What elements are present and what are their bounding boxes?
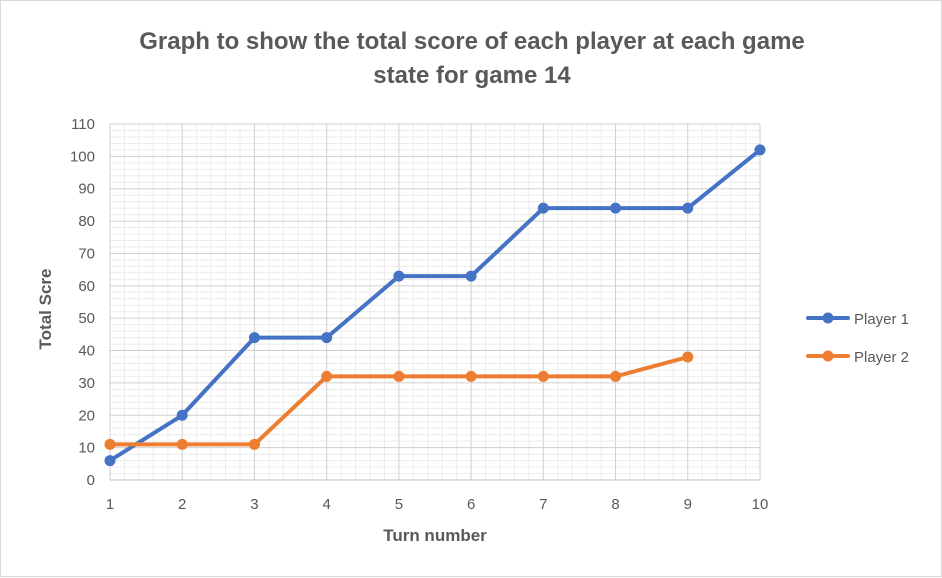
y-tick-label: 40 xyxy=(78,343,95,360)
x-tick-label: 7 xyxy=(539,496,547,513)
data-point-player-1 xyxy=(465,270,477,282)
y-tick-label: 110 xyxy=(71,116,95,133)
y-tick-label: 70 xyxy=(78,245,95,262)
x-tick-label: 9 xyxy=(684,496,692,513)
x-tick-label: 2 xyxy=(178,496,186,513)
data-point-player-1 xyxy=(248,332,260,344)
x-tick-label: 10 xyxy=(752,496,769,513)
y-tick-label: 10 xyxy=(78,440,95,457)
series-line-player-1 xyxy=(108,147,762,463)
data-point-player-1 xyxy=(682,202,694,214)
chart-title-line-2: state for game 14 xyxy=(373,62,571,89)
x-tick-label: 4 xyxy=(322,496,330,513)
data-point-player-2 xyxy=(104,438,116,450)
x-tick-label: 8 xyxy=(611,496,619,513)
y-tick-label: 80 xyxy=(78,213,95,230)
data-point-player-1 xyxy=(104,455,116,467)
legend: Player 1 Player 2 xyxy=(806,311,909,366)
legend-label: Player 2 xyxy=(854,349,909,366)
tick-labels: 0 10 20 30 40 50 60 70 80 90 100 110 1 2 3 4 5 6 7 8 9 10 xyxy=(70,116,768,513)
x-tick-label: 5 xyxy=(395,496,403,513)
data-point-player-1 xyxy=(754,144,766,156)
x-tick-label: 6 xyxy=(467,496,475,513)
minor-gridlines xyxy=(110,124,760,480)
data-point-player-2 xyxy=(248,438,260,450)
major-gridlines xyxy=(110,123,761,480)
x-tick-label: 3 xyxy=(250,496,258,513)
legend-label: Player 1 xyxy=(854,311,909,328)
x-axis-title: Turn number xyxy=(383,526,487,545)
data-point-player-1 xyxy=(176,409,188,421)
chart-title-line-1: Graph to show the total score of each pl… xyxy=(139,28,805,55)
series-lines xyxy=(104,144,766,467)
y-tick-label: 90 xyxy=(78,181,95,198)
y-tick-label: 100 xyxy=(70,148,95,165)
y-axis-title: Total Scre xyxy=(36,269,55,350)
y-tick-label: 50 xyxy=(78,310,95,327)
legend-swatch-marker xyxy=(822,312,834,324)
data-point-player-2 xyxy=(176,438,188,450)
data-point-player-1 xyxy=(610,202,622,214)
y-tick-label: 60 xyxy=(78,278,95,295)
data-point-player-2 xyxy=(321,370,333,382)
data-point-player-1 xyxy=(393,270,405,282)
data-point-player-1 xyxy=(537,202,549,214)
y-tick-label: 0 xyxy=(87,472,95,489)
x-tick-label: 1 xyxy=(106,496,114,513)
axes xyxy=(109,124,760,481)
chart-title: Graph to show the total score of each pl… xyxy=(1,25,942,93)
data-point-player-1 xyxy=(321,332,333,344)
data-point-player-2 xyxy=(610,370,622,382)
y-tick-label: 20 xyxy=(78,407,95,424)
y-tick-label: 30 xyxy=(78,375,95,392)
data-point-player-2 xyxy=(537,370,549,382)
legend-swatch-marker xyxy=(822,350,834,362)
data-point-player-2 xyxy=(393,370,405,382)
data-point-player-2 xyxy=(465,370,477,382)
data-point-player-2 xyxy=(682,351,694,363)
